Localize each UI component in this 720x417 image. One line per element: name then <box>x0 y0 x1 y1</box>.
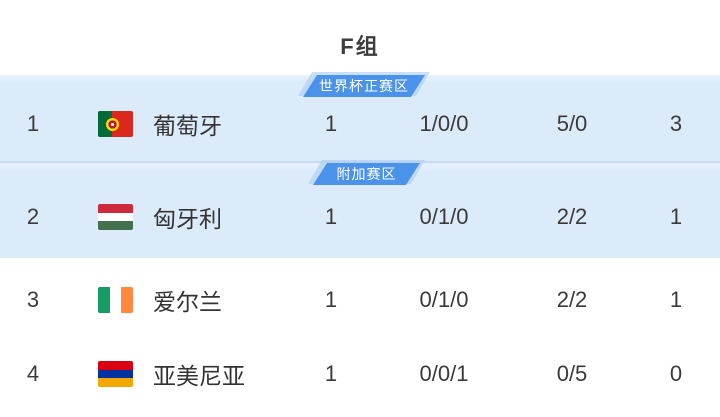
team-cell: 葡萄牙 <box>66 107 286 141</box>
team-cell: 匈牙利 <box>66 200 286 234</box>
goals-value: 5/0 <box>556 111 588 136</box>
rank-label: 1 <box>26 111 40 136</box>
table-row[interactable]: 3 爱尔兰 1 0/1/0 2/2 1 <box>0 258 720 342</box>
armenia-flag-icon <box>98 360 133 387</box>
team-name: 亚美尼亚 <box>153 362 245 389</box>
group-title-bar: F组 <box>0 0 720 75</box>
record-value: 0/1/0 <box>419 287 469 312</box>
portugal-emblem-icon <box>105 117 119 131</box>
hungary-flag-icon <box>98 203 133 230</box>
played-value: 1 <box>324 360 338 386</box>
ireland-flag-icon <box>98 287 133 313</box>
team-cell: 爱尔兰 <box>66 283 286 317</box>
rank-label: 3 <box>26 287 40 312</box>
points-value: 1 <box>669 203 683 229</box>
points-value: 3 <box>669 111 683 136</box>
played-value: 1 <box>324 203 338 229</box>
team-name: 葡萄牙 <box>153 113 222 139</box>
goals-value: 2/2 <box>556 287 588 312</box>
playoff-zone-badge: 附加赛区 <box>313 163 420 185</box>
table-row[interactable]: 世界杯正赛区 1 葡萄牙 1 1/0/0 5/0 3 <box>0 75 720 161</box>
qualification-zone-badge: 世界杯正赛区 <box>303 75 425 97</box>
rank-label: 4 <box>26 360 40 386</box>
team-name: 匈牙利 <box>153 205 222 232</box>
zone-badge-label: 世界杯正赛区 <box>303 75 425 97</box>
standings-table: 世界杯正赛区 1 葡萄牙 1 1/0/0 5/0 3 附加赛区 2 匈 <box>0 75 720 417</box>
portugal-flag-icon <box>98 111 133 137</box>
points-value: 0 <box>669 360 683 386</box>
zone-badge-label: 附加赛区 <box>313 163 420 185</box>
goals-value: 2/2 <box>556 203 588 229</box>
table-row[interactable]: 4 亚美尼亚 1 0/0/1 0/5 0 <box>0 342 720 417</box>
page-title: F组 <box>340 33 380 59</box>
played-value: 1 <box>324 287 338 312</box>
goals-value: 0/5 <box>556 360 588 386</box>
record-value: 0/0/1 <box>419 360 469 386</box>
points-value: 1 <box>669 287 683 312</box>
rank-label: 2 <box>26 203 40 229</box>
record-value: 0/1/0 <box>419 203 469 229</box>
table-row[interactable]: 附加赛区 2 匈牙利 1 0/1/0 2/2 1 <box>0 161 720 258</box>
played-value: 1 <box>324 111 338 136</box>
record-value: 1/0/0 <box>419 111 469 136</box>
team-name: 爱尔兰 <box>153 289 222 315</box>
team-cell: 亚美尼亚 <box>66 357 286 391</box>
